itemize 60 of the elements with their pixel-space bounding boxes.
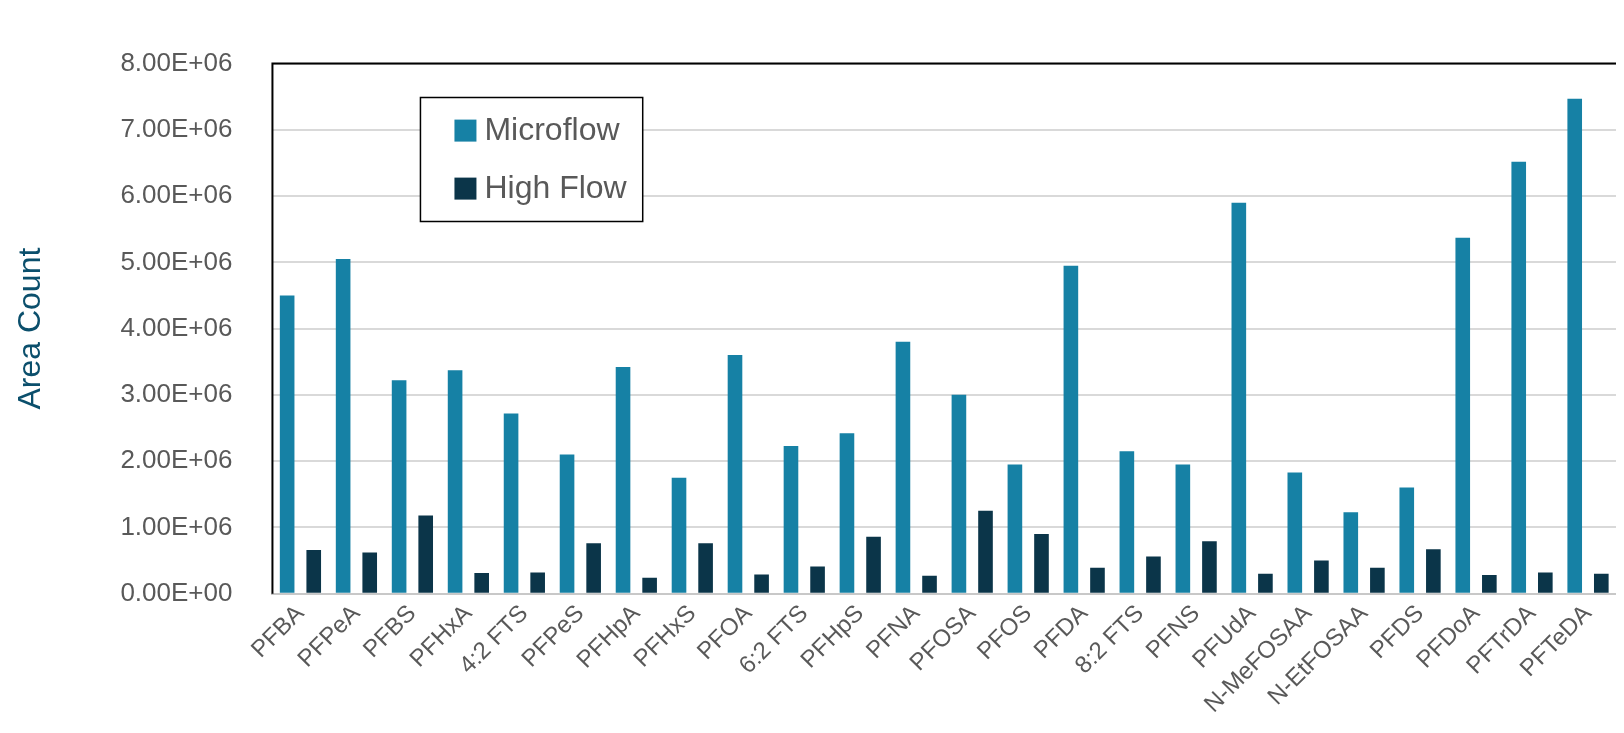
- y-tick-label: 6.00E+06: [120, 179, 233, 210]
- bar: [559, 454, 575, 593]
- bar: [418, 515, 434, 593]
- bar: [1146, 556, 1161, 593]
- legend-label: Microflow: [484, 111, 621, 148]
- bar: [447, 370, 463, 593]
- bar: [1119, 451, 1135, 593]
- bar: [474, 573, 489, 593]
- bar: [615, 367, 631, 593]
- bar: [1567, 98, 1583, 593]
- bar: [1287, 472, 1303, 593]
- bar: [922, 575, 937, 593]
- bar: [698, 543, 713, 593]
- bar: [1593, 573, 1609, 593]
- y-tick-label: 8.00E+06: [120, 46, 233, 77]
- bar: [1175, 464, 1191, 593]
- y-axis-title: Area Count: [11, 247, 48, 410]
- bar: [754, 574, 769, 593]
- bar: [1034, 534, 1049, 593]
- y-tick-label: 2.00E+06: [120, 444, 233, 475]
- y-tick-label: 4.00E+06: [120, 311, 233, 342]
- bar: [306, 549, 322, 593]
- bar: [866, 536, 881, 593]
- bar: [978, 510, 993, 593]
- bar: [586, 543, 601, 593]
- bar: [1343, 512, 1359, 593]
- bar: [1063, 265, 1079, 593]
- bar: [642, 577, 657, 593]
- bar: [391, 380, 407, 593]
- bar: [1538, 572, 1553, 593]
- y-tick-label: 0.00E+00: [120, 576, 233, 607]
- bar: [1426, 549, 1441, 593]
- bar: [1007, 464, 1023, 593]
- bar: [1314, 560, 1329, 593]
- bar: [727, 355, 743, 593]
- bar: [335, 259, 351, 593]
- bar: [895, 341, 911, 593]
- y-tick-label: 7.00E+06: [120, 113, 233, 144]
- bar: [530, 572, 545, 593]
- bar: [783, 445, 799, 593]
- bar: [839, 433, 855, 593]
- bar: [279, 295, 295, 593]
- bar: [503, 413, 519, 593]
- bar: [1258, 573, 1273, 593]
- bar: [810, 566, 825, 593]
- bar: [1231, 202, 1247, 593]
- bar: [1455, 237, 1471, 593]
- bar: [1370, 567, 1385, 593]
- y-tick-label: 5.00E+06: [120, 245, 233, 276]
- bar: [362, 552, 378, 593]
- y-tick-label: 1.00E+06: [120, 510, 233, 541]
- legend-label: High Flow: [484, 169, 628, 206]
- bar: [1399, 487, 1415, 593]
- y-tick-label: 3.00E+06: [120, 378, 233, 409]
- bar: [671, 477, 687, 593]
- bar: [1202, 541, 1217, 593]
- bar: [1090, 567, 1105, 593]
- bar: [1482, 575, 1497, 593]
- bar: [951, 394, 967, 593]
- bar: [1511, 161, 1527, 593]
